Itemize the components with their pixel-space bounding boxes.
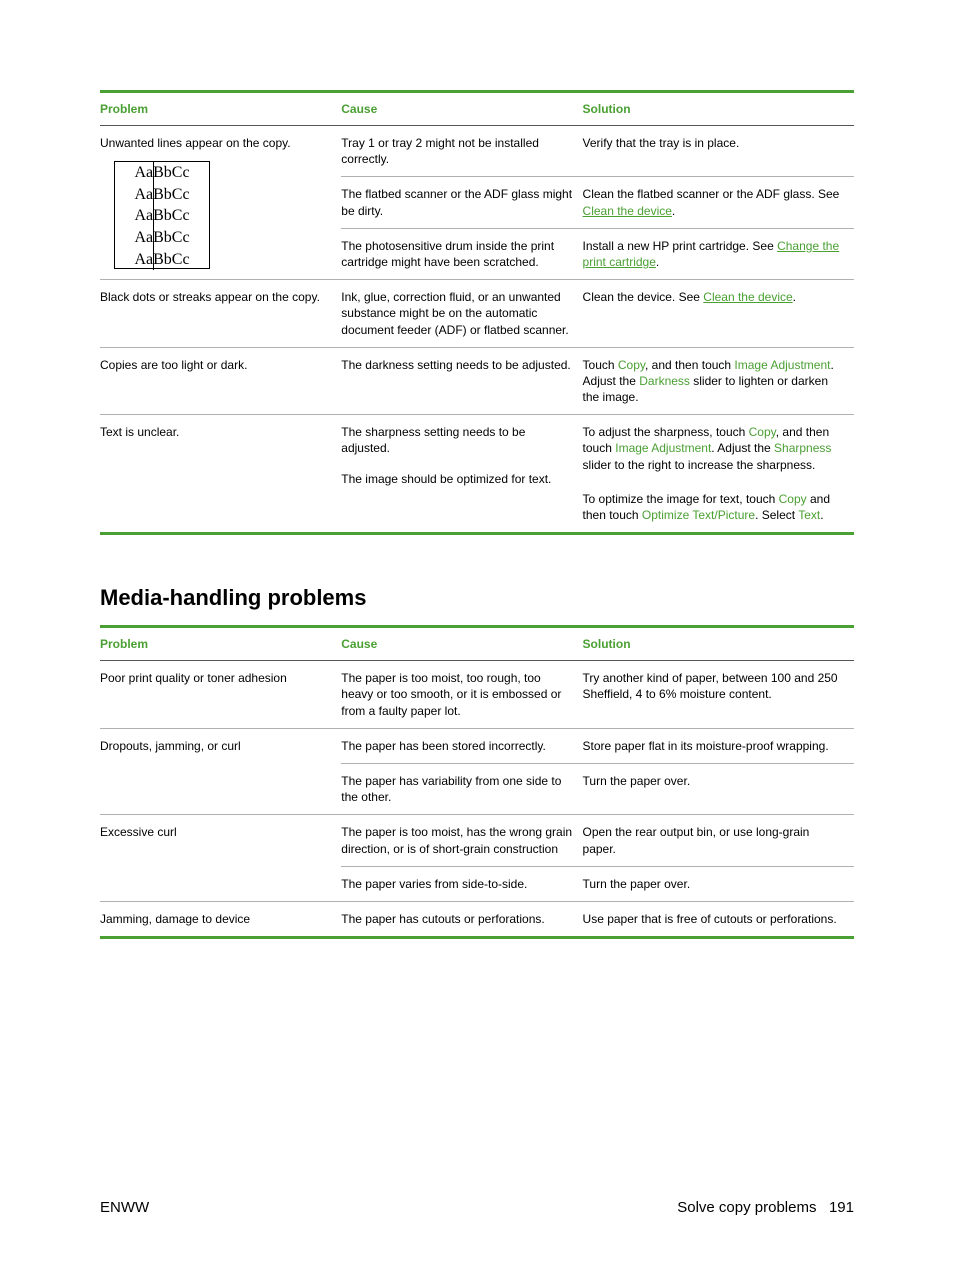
table-row: Jamming, damage to device The paper has …	[100, 901, 854, 937]
solution-cell: Try another kind of paper, between 100 a…	[583, 661, 854, 729]
cause-cell: The paper has cutouts or perforations.	[341, 901, 582, 937]
lines-sample-image: AaBbCc AaBbCc AaBbCc AaBbCc AaBbCc	[114, 161, 210, 269]
col-solution: Solution	[583, 92, 854, 126]
ui-optimize-text-picture: Optimize Text/Picture	[642, 508, 755, 522]
col-problem: Problem	[100, 627, 341, 661]
ui-image-adjustment: Image Adjustment	[734, 358, 830, 372]
footer-right: Solve copy problems 191	[677, 1199, 854, 1216]
clean-device-link[interactable]: Clean the device	[703, 290, 792, 304]
cause-cell: The paper is too moist, too rough, too h…	[341, 661, 582, 729]
col-problem: Problem	[100, 92, 341, 126]
col-cause: Cause	[341, 627, 582, 661]
section-heading: Media-handling problems	[100, 585, 854, 611]
table-row: Text is unclear. The sharpness setting n…	[100, 415, 854, 482]
ui-image-adjustment: Image Adjustment	[615, 441, 711, 455]
problem-cell: Text is unclear.	[100, 415, 341, 534]
solution-cell: Store paper flat in its moisture-proof w…	[583, 728, 854, 763]
table-row: Dropouts, jamming, or curl The paper has…	[100, 728, 854, 763]
table-row: Copies are too light or dark. The darkne…	[100, 347, 854, 415]
table-row: Poor print quality or toner adhesion The…	[100, 661, 854, 729]
cause-cell: Tray 1 or tray 2 might not be installed …	[341, 126, 582, 177]
cause-cell: The paper has been stored incorrectly.	[341, 728, 582, 763]
cause-cell: Ink, glue, correction fluid, or an unwan…	[341, 280, 582, 348]
solution-cell: Touch Copy, and then touch Image Adjustm…	[583, 347, 854, 415]
ui-copy: Copy	[779, 492, 807, 506]
ui-sharpness: Sharpness	[774, 441, 831, 455]
table-row: Unwanted lines appear on the copy. AaBbC…	[100, 126, 854, 177]
problem-cell: Dropouts, jamming, or curl	[100, 728, 341, 815]
cause-cell: The paper has variability from one side …	[341, 763, 582, 814]
solution-cell: Turn the paper over.	[583, 866, 854, 901]
media-handling-table: Problem Cause Solution Poor print qualit…	[100, 625, 854, 939]
copy-problems-table: Problem Cause Solution Unwanted lines ap…	[100, 90, 854, 535]
table-row: Black dots or streaks appear on the copy…	[100, 280, 854, 348]
solution-cell: To optimize the image for text, touch Co…	[583, 482, 854, 534]
problem-cell: Jamming, damage to device	[100, 901, 341, 937]
cause-cell: The paper varies from side-to-side.	[341, 866, 582, 901]
ui-copy: Copy	[618, 358, 645, 372]
cause-cell: The flatbed scanner or the ADF glass mig…	[341, 177, 582, 228]
col-solution: Solution	[583, 627, 854, 661]
ui-text: Text	[798, 508, 820, 522]
solution-cell: Turn the paper over.	[583, 763, 854, 814]
ui-copy: Copy	[749, 425, 776, 439]
solution-cell: Install a new HP print cartridge. See Ch…	[583, 228, 854, 279]
page-number: 191	[829, 1199, 854, 1216]
clean-device-link[interactable]: Clean the device	[583, 204, 672, 218]
table-row: Excessive curl The paper is too moist, h…	[100, 815, 854, 866]
solution-cell: Use paper that is free of cutouts or per…	[583, 901, 854, 937]
solution-cell: To adjust the sharpness, touch Copy, and…	[583, 415, 854, 482]
problem-cell: Unwanted lines appear on the copy. AaBbC…	[100, 126, 341, 280]
cause-cell: The photosensitive drum inside the print…	[341, 228, 582, 279]
solution-cell: Open the rear output bin, or use long-gr…	[583, 815, 854, 866]
problem-text: Unwanted lines appear on the copy.	[100, 136, 291, 150]
problem-cell: Excessive curl	[100, 815, 341, 902]
problem-cell: Poor print quality or toner adhesion	[100, 661, 341, 729]
problem-cell: Copies are too light or dark.	[100, 347, 341, 415]
col-cause: Cause	[341, 92, 582, 126]
page-footer: ENWW Solve copy problems 191	[100, 1199, 854, 1216]
problem-cell: Black dots or streaks appear on the copy…	[100, 280, 341, 348]
solution-cell: Verify that the tray is in place.	[583, 126, 854, 177]
solution-cell: Clean the flatbed scanner or the ADF gla…	[583, 177, 854, 228]
cause-cell: The sharpness setting needs to be adjust…	[341, 415, 582, 534]
cause-cell: The darkness setting needs to be adjuste…	[341, 347, 582, 415]
cause-cell: The paper is too moist, has the wrong gr…	[341, 815, 582, 866]
footer-left: ENWW	[100, 1199, 149, 1216]
solution-cell: Clean the device. See Clean the device.	[583, 280, 854, 348]
ui-darkness: Darkness	[639, 374, 690, 388]
